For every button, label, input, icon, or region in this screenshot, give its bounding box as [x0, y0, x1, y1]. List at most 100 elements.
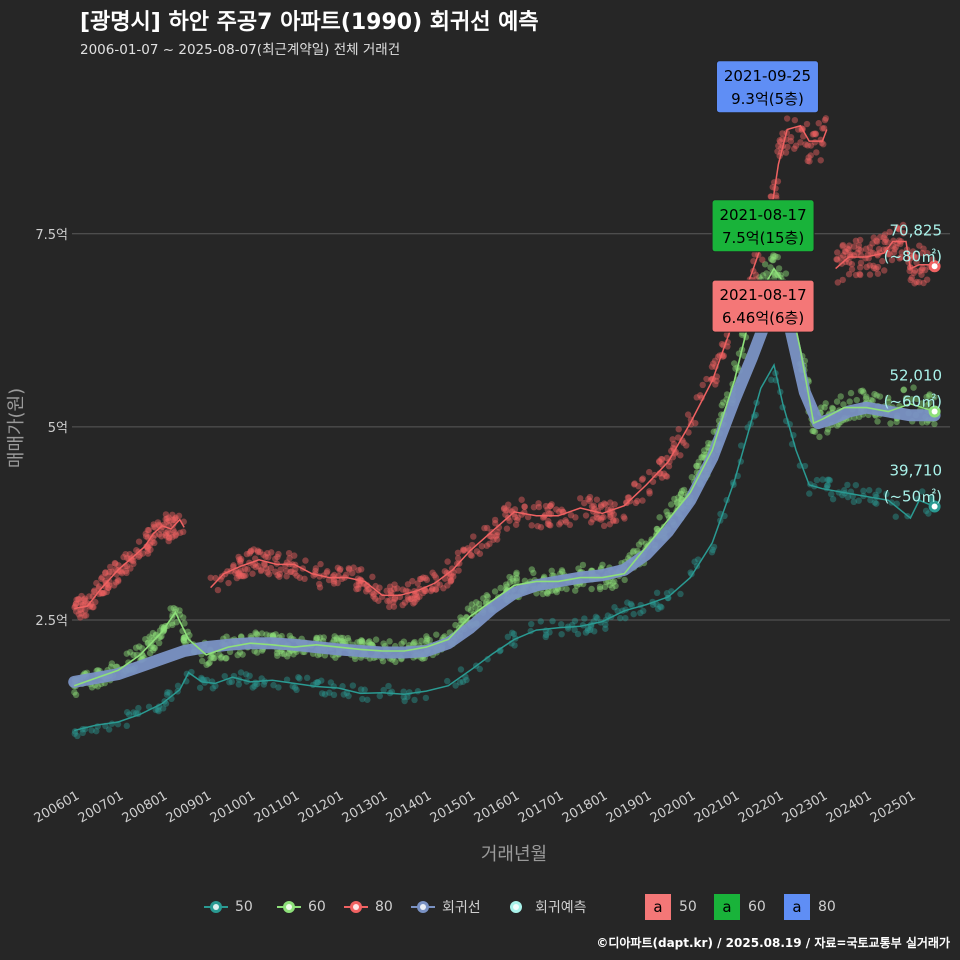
transaction-point — [710, 360, 717, 367]
transaction-point — [502, 507, 510, 514]
transaction-point — [165, 517, 173, 524]
transaction-point — [906, 267, 913, 275]
transaction-point — [919, 264, 926, 272]
transaction-point — [866, 487, 873, 494]
legend-label: 60 — [748, 899, 766, 915]
transaction-point — [829, 404, 836, 412]
forecast-marker-core — [931, 408, 938, 415]
transaction-point — [388, 589, 395, 596]
transaction-point — [421, 587, 428, 595]
transaction-point — [910, 252, 917, 259]
transaction-point — [677, 452, 684, 459]
transaction-point — [172, 531, 180, 538]
transaction-point — [175, 512, 183, 520]
transaction-point — [504, 633, 512, 641]
transaction-point — [857, 247, 864, 254]
transaction-point — [359, 640, 366, 647]
transaction-point — [812, 130, 819, 137]
transaction-point — [493, 532, 501, 539]
transaction-point — [155, 639, 163, 647]
transaction-point — [556, 521, 563, 528]
transaction-point — [123, 722, 130, 730]
transaction-point — [547, 502, 554, 510]
transaction-point — [506, 579, 514, 586]
transaction-point — [563, 518, 570, 526]
transaction-point — [364, 586, 371, 593]
transaction-point — [385, 682, 392, 690]
transaction-point — [513, 569, 520, 577]
transaction-point — [509, 575, 516, 582]
transaction-point — [171, 529, 178, 536]
transaction-point — [147, 546, 154, 553]
transaction-point — [602, 501, 609, 508]
transaction-point — [542, 502, 550, 510]
transaction-point — [600, 514, 607, 521]
transaction-point — [325, 576, 333, 584]
transaction-point — [424, 635, 431, 642]
transaction-point — [512, 521, 520, 528]
transaction-point — [848, 266, 856, 273]
transaction-point — [349, 569, 356, 577]
transaction-point — [898, 249, 905, 256]
transaction-point — [207, 654, 214, 662]
transaction-point — [82, 607, 89, 614]
transaction-point — [460, 546, 467, 553]
transaction-point — [646, 490, 653, 497]
transaction-point — [873, 238, 881, 245]
transaction-point — [506, 517, 513, 524]
transaction-point — [106, 568, 113, 576]
max-label-price: 7.5억(15층) — [722, 229, 804, 247]
transaction-point — [632, 499, 640, 507]
transaction-point — [518, 496, 525, 503]
transaction-point — [883, 490, 890, 498]
legend-label: 50 — [235, 899, 253, 915]
transaction-point — [535, 503, 543, 511]
transaction-point — [511, 642, 518, 649]
transaction-point — [880, 234, 887, 241]
transaction-point — [575, 565, 582, 572]
transaction-point — [612, 582, 619, 590]
transaction-point — [105, 584, 112, 591]
transaction-point — [365, 585, 373, 593]
legend-item: a 80 — [784, 893, 836, 921]
transaction-point — [261, 561, 268, 568]
transaction-point — [807, 142, 815, 149]
transaction-point — [853, 396, 860, 404]
transaction-point — [407, 595, 414, 603]
transaction-point — [272, 555, 279, 563]
transaction-point — [391, 585, 398, 593]
transaction-point — [821, 116, 829, 124]
transaction-point — [410, 639, 417, 647]
transaction-point — [144, 550, 152, 557]
forecast-marker-core — [931, 263, 938, 270]
transaction-point — [372, 636, 380, 643]
transaction-point — [856, 264, 864, 271]
transaction-point — [255, 563, 262, 570]
transaction-point — [281, 650, 288, 658]
transaction-point — [122, 550, 129, 558]
transaction-point — [597, 501, 605, 509]
transaction-point — [791, 116, 799, 124]
transaction-point — [80, 596, 88, 603]
transaction-point — [172, 606, 180, 613]
transaction-point — [274, 652, 281, 659]
max-label-date: 2021-08-17 — [719, 206, 806, 224]
transaction-point — [663, 590, 671, 597]
transaction-point — [586, 497, 593, 505]
transaction-point — [639, 497, 646, 504]
transaction-point — [387, 587, 394, 595]
transaction-point — [911, 267, 919, 274]
transaction-point — [468, 552, 475, 559]
transaction-point — [184, 637, 192, 644]
transaction-point — [211, 654, 218, 662]
transaction-point — [709, 546, 717, 554]
transaction-point — [375, 597, 382, 604]
transaction-point — [266, 632, 274, 639]
transaction-point — [81, 595, 89, 602]
transaction-point — [653, 601, 660, 608]
transaction-point — [283, 676, 291, 683]
transaction-point — [146, 541, 154, 549]
transaction-point — [600, 522, 608, 530]
max-labels: 2021-09-259.3억(5층)2021-08-177.5억(15층)202… — [711, 60, 819, 333]
transaction-point — [840, 252, 847, 259]
